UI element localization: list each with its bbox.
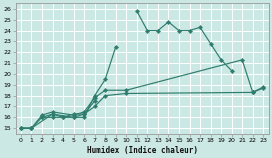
X-axis label: Humidex (Indice chaleur): Humidex (Indice chaleur) [86,146,197,155]
